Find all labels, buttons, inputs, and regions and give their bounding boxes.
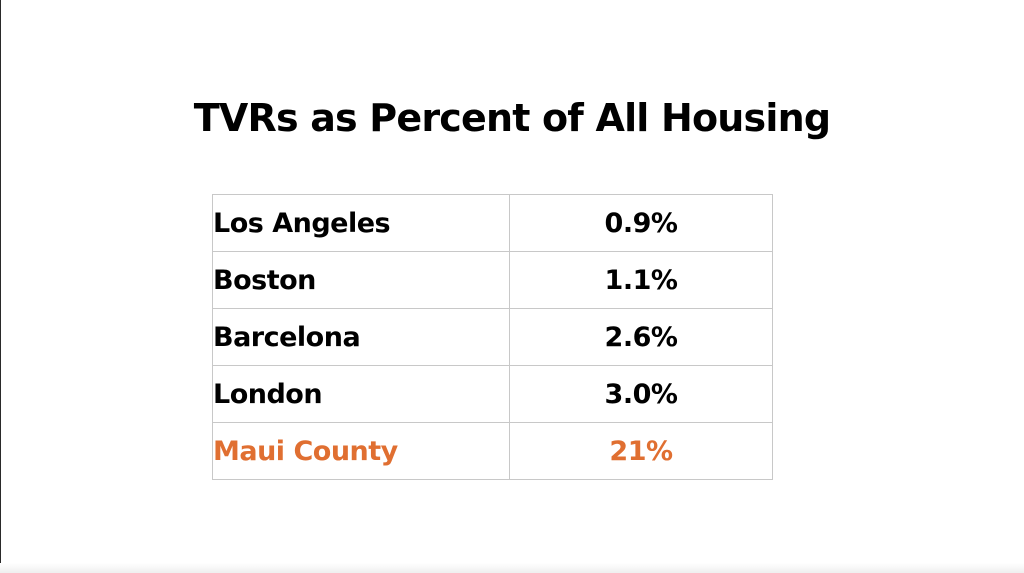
- table-row: Barcelona 2.6%: [212, 308, 773, 366]
- city-cell-highlight: Maui County: [212, 422, 510, 480]
- city-cell: London: [212, 365, 510, 423]
- table-row: Los Angeles 0.9%: [212, 194, 773, 252]
- city-cell: Barcelona: [212, 308, 510, 366]
- value-cell: 0.9%: [509, 194, 773, 252]
- table-row: Boston 1.1%: [212, 251, 773, 309]
- city-cell: Los Angeles: [212, 194, 510, 252]
- slide-left-edge: [0, 0, 1, 573]
- slide-title: TVRs as Percent of All Housing: [193, 96, 831, 140]
- city-cell: Boston: [212, 251, 510, 309]
- tvr-table: Los Angeles 0.9% Boston 1.1% Barcelona 2…: [212, 194, 773, 480]
- value-cell: 1.1%: [509, 251, 773, 309]
- value-cell: 2.6%: [509, 308, 773, 366]
- table-row-highlight: Maui County 21%: [212, 422, 773, 480]
- slide-bottom-shade: [0, 563, 1024, 573]
- value-cell: 3.0%: [509, 365, 773, 423]
- value-cell-highlight: 21%: [509, 422, 773, 480]
- table-row: London 3.0%: [212, 365, 773, 423]
